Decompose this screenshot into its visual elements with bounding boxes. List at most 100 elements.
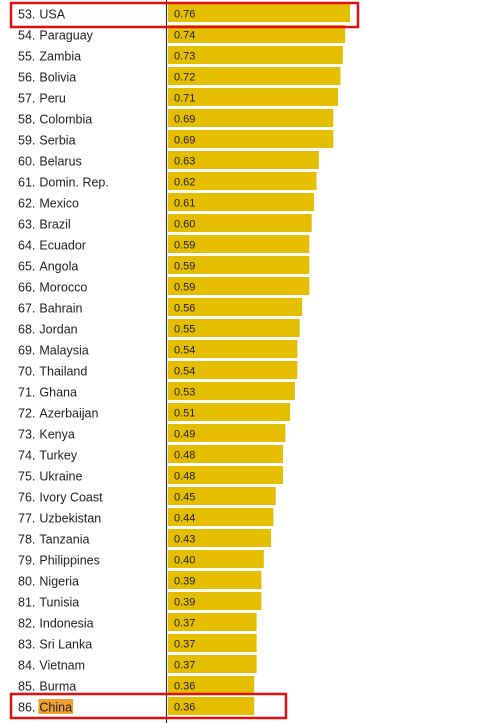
value-label: 0.54 — [174, 345, 195, 357]
bar-kenya — [168, 424, 286, 442]
rank-label: 65. — [18, 260, 35, 274]
country-label: Bahrain — [39, 302, 82, 316]
value-label: 0.62 — [174, 177, 195, 189]
value-label: 0.55 — [174, 324, 195, 336]
country-label: Jordan — [39, 323, 77, 337]
row-label: 71. Ghana — [18, 386, 77, 400]
rank-label: 69. — [18, 344, 35, 358]
bar-turkey — [168, 445, 283, 463]
country-label: Philippines — [39, 554, 99, 568]
rank-label: 85. — [18, 680, 35, 694]
rank-label: 83. — [18, 638, 35, 652]
bar-indonesia — [168, 613, 257, 631]
country-label: Angola — [39, 260, 78, 274]
country-label: Domin. Rep. — [39, 176, 108, 190]
rank-label: 86. — [18, 701, 35, 715]
bar-vietnam — [168, 655, 257, 673]
country-label: USA — [39, 8, 65, 22]
row-label: 72. Azerbaijan — [18, 407, 99, 421]
bar-philippines — [168, 550, 264, 568]
row-label: 74. Turkey — [18, 449, 78, 463]
bar-ghana — [168, 382, 295, 400]
rank-label: 58. — [18, 113, 35, 127]
rank-label: 77. — [18, 512, 35, 526]
rank-label: 74. — [18, 449, 35, 463]
rank-label: 54. — [18, 29, 35, 43]
bar-tunisia — [168, 592, 262, 610]
row-label: 65. Angola — [18, 260, 78, 274]
value-label: 0.39 — [174, 597, 195, 609]
country-label: Azerbaijan — [39, 407, 98, 421]
row-label: 62. Mexico — [18, 197, 79, 211]
rank-label: 64. — [18, 239, 35, 253]
bar-morocco — [168, 277, 310, 295]
row-label: 78. Tanzania — [18, 533, 89, 547]
row-label: 56. Bolivia — [18, 71, 76, 85]
rank-label: 60. — [18, 155, 35, 169]
country-label: Thailand — [39, 365, 87, 379]
row-label: 75. Ukraine — [18, 470, 83, 484]
bar-tanzania — [168, 529, 271, 547]
value-label: 0.63 — [174, 156, 195, 168]
bar-usa — [168, 4, 351, 22]
row-label: 82. Indonesia — [18, 617, 94, 631]
value-label: 0.44 — [174, 513, 195, 525]
country-label: Peru — [39, 92, 65, 106]
value-label: 0.37 — [174, 639, 195, 651]
bar-jordan — [168, 319, 300, 337]
country-label: Colombia — [39, 113, 92, 127]
country-label: Serbia — [39, 134, 75, 148]
bar-paraguay — [168, 25, 346, 43]
value-label: 0.51 — [174, 408, 195, 420]
country-label: Turkey — [39, 449, 77, 463]
bar-angola — [168, 256, 310, 274]
country-label: Uzbekistan — [39, 512, 101, 526]
rank-label: 84. — [18, 659, 35, 673]
row-label: 81. Tunisia — [18, 596, 79, 610]
bar-azerbaijan — [168, 403, 291, 421]
country-label: Indonesia — [39, 617, 93, 631]
row-label: 85. Burma — [18, 680, 76, 694]
bar-ivory-coast — [168, 487, 276, 505]
row-label: 59. Serbia — [18, 134, 76, 148]
country-label: Tanzania — [39, 533, 89, 547]
row-label: 70. Thailand — [18, 365, 87, 379]
rank-label: 72. — [18, 407, 35, 421]
row-label: 60. Belarus — [18, 155, 82, 169]
value-label: 0.60 — [174, 219, 195, 231]
bar-malaysia — [168, 340, 298, 358]
rank-label: 57. — [18, 92, 35, 106]
value-label: 0.48 — [174, 450, 195, 462]
value-label: 0.72 — [174, 72, 195, 84]
country-label: Sri Lanka — [39, 638, 92, 652]
value-label: 0.56 — [174, 303, 195, 315]
rank-label: 63. — [18, 218, 35, 232]
value-label: 0.40 — [174, 555, 195, 567]
bars-layer — [168, 4, 351, 715]
value-label: 0.74 — [174, 30, 195, 42]
value-label: 0.59 — [174, 282, 195, 294]
row-label: 58. Colombia — [18, 113, 92, 127]
row-label: 57. Peru — [18, 92, 66, 106]
text-highlight — [38, 699, 74, 714]
rank-label: 53. — [18, 8, 35, 22]
bar-sri-lanka — [168, 634, 257, 652]
rank-label: 79. — [18, 554, 35, 568]
rank-label: 80. — [18, 575, 35, 589]
rank-label: 78. — [18, 533, 35, 547]
row-label: 64. Ecuador — [18, 239, 86, 253]
row-label: 53. USA — [18, 8, 66, 22]
country-label: China — [39, 701, 72, 715]
value-label: 0.59 — [174, 261, 195, 273]
country-label: Paraguay — [39, 29, 93, 43]
labels-layer: 0.76 53. USA 0.74 54. Paraguay 0.73 55. Zambia 0.… — [18, 8, 195, 715]
rank-label: 59. — [18, 134, 35, 148]
row-label: 68. Jordan — [18, 323, 78, 337]
highlight-box-usa — [9, 1, 360, 29]
row-label: 79. Philippines — [18, 554, 100, 568]
bar-china — [168, 697, 255, 715]
row-label: 86. China — [18, 699, 74, 715]
bar-zambia — [168, 46, 343, 64]
row-label: 54. Paraguay — [18, 29, 94, 43]
country-label: Kenya — [39, 428, 74, 442]
